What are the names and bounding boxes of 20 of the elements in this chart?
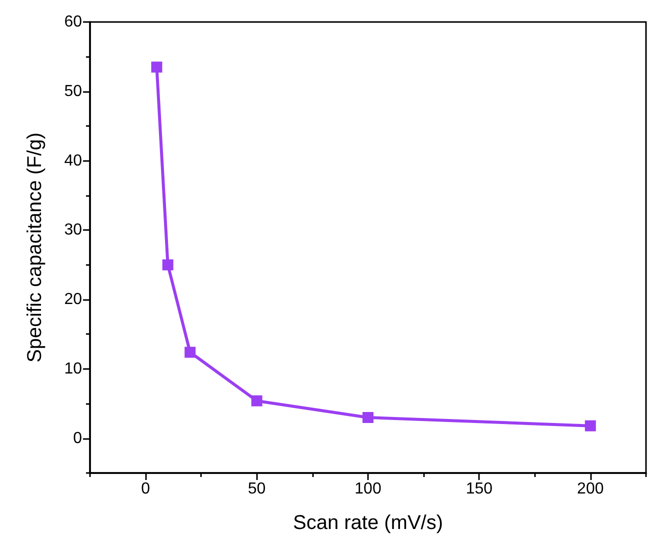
point [162, 259, 174, 270]
y-tick-label: 10 [64, 360, 82, 378]
x-tick-label: 0 [141, 480, 150, 498]
y-tick-label: 20 [64, 291, 82, 308]
y-axis-title: Specific capacitance (F/g) [24, 132, 46, 363]
point [151, 62, 162, 73]
x-tick-label: 150 [466, 480, 493, 498]
y-tick-label: 0 [73, 430, 82, 447]
point [584, 420, 596, 432]
point [184, 346, 196, 358]
y-tick-label: 50 [64, 82, 82, 100]
x-tick-label: 200 [577, 480, 604, 498]
y-tick-label: 40 [64, 152, 82, 170]
point [251, 395, 262, 406]
x-tick-label: 100 [354, 480, 382, 498]
x-tick-label: 50 [248, 480, 266, 498]
point [362, 412, 374, 423]
x-axis-title: Scan rate (mV/s) [292, 512, 444, 534]
y-tick-label: 60 [64, 14, 82, 30]
y-tick-label: 30 [64, 222, 82, 239]
